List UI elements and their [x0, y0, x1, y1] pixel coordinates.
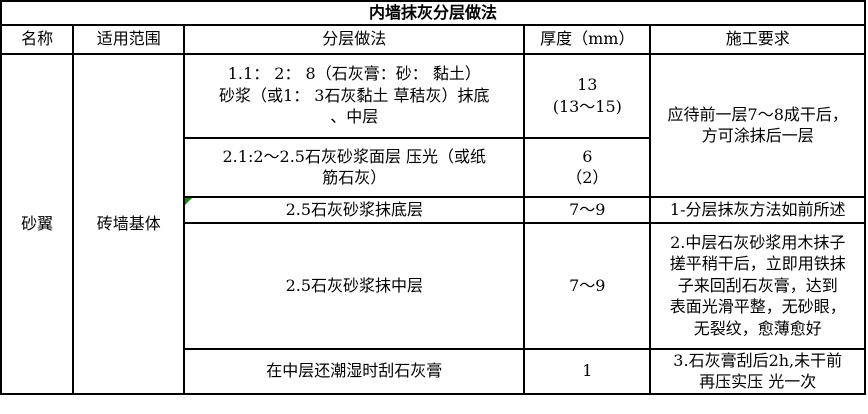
cell-thickness-5: 1	[523, 347, 652, 395]
table-row: 2.5石灰砂浆抹底层 7～9 1-分层抹灰方法如前所述	[1, 195, 866, 224]
cell-requirement-1-2: 应待前一层7～8成干后， 方可涂抹后一层	[649, 52, 866, 198]
header-thickness: 厚度（mm）	[523, 23, 652, 55]
cell-error-indicator-icon	[186, 198, 193, 205]
cell-name: 砂翼	[0, 52, 75, 395]
cell-requirement-5: 3.石灰膏刮后2h,未干前 再压实压 光一次	[649, 347, 866, 395]
table-row: 2.5石灰砂浆抹中层 7～9 2.中层石灰砂浆用木抹子 搓平稍干后，立即用铁抹 …	[1, 221, 866, 350]
header-requirement: 施工要求	[649, 23, 866, 55]
cell-thickness-1: 13 (13～15)	[523, 52, 652, 139]
cell-method-1: 1.1： 2： 8（石灰膏：砂： 黏土） 砂浆（或1： 3石灰黏土 草秸灰）抹底…	[183, 52, 526, 139]
header-name: 名称	[0, 23, 75, 55]
table-title: 内墙抹灰分层做法	[0, 0, 866, 26]
plastering-table: 内墙抹灰分层做法 名称 适用范围 分层做法 厚度（mm） 施工要求 砂翼 砖墙基…	[0, 0, 866, 395]
table-row: 砂翼 砖墙基体 1.1： 2： 8（石灰膏：砂： 黏土） 砂浆（或1： 3石灰黏…	[0, 52, 866, 395]
table-row: 在中层还潮湿时刮石灰膏 1 3.石灰膏刮后2h,未干前 再压实压 光一次	[1, 347, 866, 395]
cell-thickness-2: 6 （2）	[523, 136, 652, 198]
cell-requirement-3: 1-分层抹灰方法如前所述	[649, 195, 866, 224]
cell-method-4: 2.5石灰砂浆抹中层	[183, 221, 526, 350]
table-row: 2.1:2～2.5石灰砂浆面层 压光（或纸 筋石灰） 6 （2）	[1, 136, 865, 198]
cell-method-3-text: 2.5石灰砂浆抹底层	[285, 199, 424, 219]
cell-method-3: 2.5石灰砂浆抹底层	[183, 195, 526, 224]
cell-scope: 砖墙基体	[72, 52, 186, 395]
cell-requirement-4: 2.中层石灰砂浆用木抹子 搓平稍干后，立即用铁抹 子来回刮石灰膏，达到 表面光滑…	[649, 221, 866, 350]
cell-method-2: 2.1:2～2.5石灰砂浆面层 压光（或纸 筋石灰）	[183, 136, 526, 198]
header-method: 分层做法	[183, 23, 526, 55]
title-row: 内墙抹灰分层做法	[0, 0, 866, 26]
cell-method-5: 在中层还潮湿时刮石灰膏	[183, 347, 526, 395]
header-scope: 适用范围	[72, 23, 186, 55]
header-row: 名称 适用范围 分层做法 厚度（mm） 施工要求	[0, 23, 866, 55]
cell-thickness-3: 7～9	[523, 195, 652, 224]
cell-thickness-4: 7～9	[523, 221, 652, 350]
